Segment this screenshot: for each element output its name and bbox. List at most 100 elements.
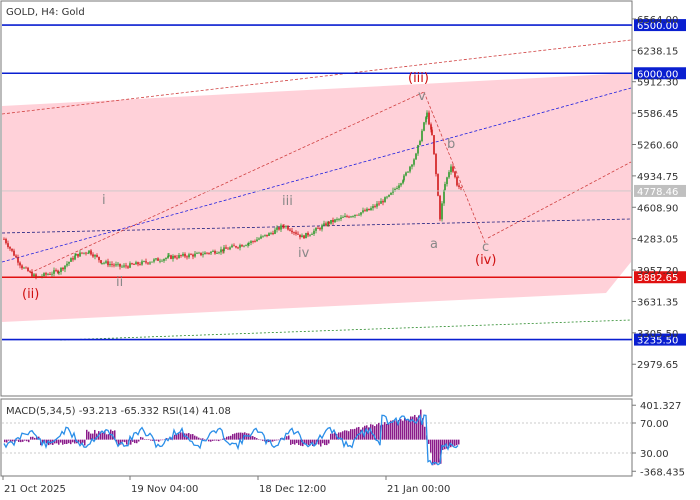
macd-bar [356, 427, 358, 440]
macd-bar [294, 439, 296, 445]
candle-body [153, 259, 155, 262]
candle-body [443, 189, 445, 204]
macd-bar [320, 439, 322, 447]
candle-body [9, 246, 11, 249]
candle-body [23, 267, 25, 269]
macd-bar [398, 420, 400, 440]
macd-bar [324, 439, 326, 446]
candle-body [64, 265, 66, 270]
macd-bar [240, 432, 242, 440]
candle-body [411, 164, 413, 167]
candle-body [137, 262, 139, 265]
macd-bar [268, 439, 270, 443]
candle-body [295, 232, 297, 234]
candle-body [336, 219, 338, 220]
macd-bar [276, 439, 278, 441]
macd-bar [396, 420, 398, 440]
candle-body [27, 267, 29, 272]
macd-bar [78, 439, 80, 443]
candle-body [223, 247, 225, 252]
macd-bar [188, 433, 190, 440]
macd-bar [258, 439, 260, 440]
macd-bar [444, 439, 446, 450]
macd-bar [458, 439, 460, 445]
macd-bar [252, 436, 254, 440]
price-axis: 6564.00 6238.15 5912.30 5586.45 5260.60 4934.… [632, 15, 678, 371]
macd-bar [152, 439, 154, 441]
level-tag-label-2: 3882.65 [637, 273, 678, 284]
candle-body [309, 234, 311, 236]
candle-body [252, 241, 254, 243]
candle-body [31, 271, 33, 277]
macd-bar [288, 435, 290, 440]
candle-body [270, 233, 272, 234]
candle-body [241, 245, 243, 247]
indicator-label: MACD(5,34,5) -93.213 -65.332 RSI(14) 41.… [6, 406, 231, 417]
time-tick-label-2: 18 Dec 12:00 [259, 484, 326, 495]
wave-label-10: (iv) [475, 253, 496, 268]
price-tick-label-7: 4283.05 [637, 235, 678, 246]
candle-body [444, 184, 446, 190]
macd-bar [220, 439, 222, 441]
candle-body [313, 230, 315, 234]
macd-bar [304, 439, 306, 445]
candle-body [163, 259, 165, 261]
candle-body [143, 261, 145, 262]
macd-bar [256, 438, 258, 440]
macd-bar [230, 435, 232, 440]
candle-body [299, 234, 301, 238]
candle-body [307, 232, 309, 236]
candle-body [15, 255, 17, 258]
candle-body [115, 264, 117, 266]
candle-body [430, 124, 432, 130]
candle-body [103, 262, 105, 264]
candle-body [325, 223, 327, 226]
macd-bar [150, 439, 152, 441]
macd-bar [42, 439, 44, 443]
macd-bar [456, 439, 458, 446]
macd-bar [378, 422, 380, 440]
macd-bar [74, 439, 76, 444]
candle-body [220, 249, 222, 253]
candle-body [460, 186, 462, 188]
candle-body [74, 255, 76, 260]
candle-body [450, 166, 452, 173]
price-tick-label-6: 4608.90 [637, 203, 678, 214]
candle-body [62, 267, 64, 270]
upper-channel-line [1, 39, 632, 115]
candle-body [184, 253, 186, 257]
macd-bar [346, 430, 348, 440]
macd-bar [234, 433, 236, 440]
time-tick-label-3: 21 Jan 00:00 [387, 484, 450, 495]
macd-bar [46, 439, 48, 444]
candle-body [151, 261, 153, 263]
wave-path-1 [29, 91, 425, 274]
macd-bar [104, 430, 106, 440]
macd-bar [86, 429, 88, 440]
macd-bar [430, 439, 432, 453]
macd-bar [194, 435, 196, 440]
wave-label-9: c [482, 240, 489, 255]
macd-bar [32, 436, 34, 440]
candle-body [262, 235, 264, 237]
candle-body [200, 252, 202, 256]
macd-bar [70, 439, 72, 445]
macd-bar [148, 439, 150, 440]
candle-body [386, 196, 388, 198]
macd-bar [420, 409, 422, 440]
candle-body [178, 255, 180, 258]
candle-body [305, 232, 307, 239]
macd-bar [56, 439, 58, 444]
candle-body [247, 243, 249, 246]
macd-bar [422, 418, 424, 440]
current-price-label: 4778.46 [637, 187, 678, 198]
wave-label-8: b [447, 137, 455, 152]
candle-body [380, 201, 382, 204]
macd-bar [436, 439, 438, 465]
macd-bar [328, 439, 330, 444]
candle-body [352, 216, 354, 217]
candle-body [87, 252, 89, 254]
macd-bar [350, 429, 352, 440]
macd-bar [238, 432, 240, 440]
candle-body [425, 117, 427, 123]
